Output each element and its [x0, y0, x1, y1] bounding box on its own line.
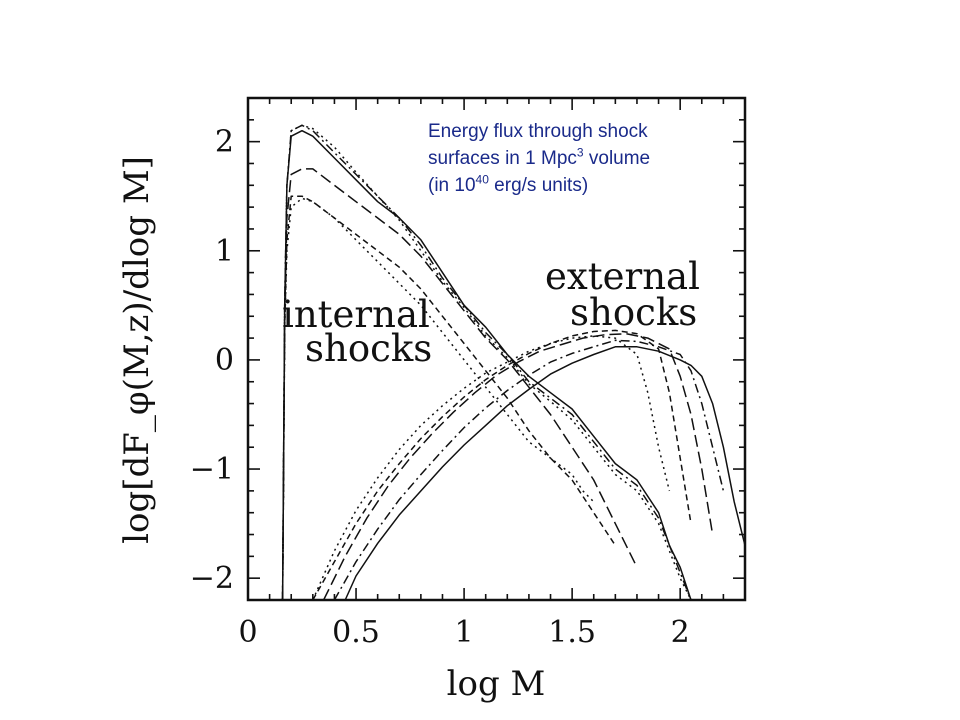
- series-layer: [281, 124, 746, 601]
- y-tick-label: 2: [215, 125, 234, 160]
- series-line-external-1: [344, 346, 746, 601]
- annotation-line-2-rest: volume: [583, 148, 651, 169]
- x-tick-label: 0: [238, 615, 257, 650]
- annotation-line-2-sup: 3: [576, 145, 584, 160]
- external-label-line1: external: [545, 255, 700, 298]
- annotation-line-3: (in 1040 erg/s units): [428, 172, 650, 199]
- series-line-internal-3: [281, 124, 692, 601]
- annotation-line-3-rest: erg/s units): [488, 175, 589, 196]
- internal-label-line1: internal: [282, 293, 430, 336]
- y-tick-label: 1: [215, 234, 234, 269]
- annotation-line-2: surfaces in 1 Mpc3 volume: [428, 145, 650, 172]
- energy-flux-annotation: Energy flux through shock surfaces in 1 …: [428, 118, 650, 199]
- x-tick-label: 1.5: [548, 615, 596, 650]
- x-axis-title: log M: [447, 664, 546, 704]
- series-line-external-2: [333, 339, 725, 601]
- annotation-line-1: Energy flux through shock: [428, 121, 648, 142]
- series-line-external-3: [322, 332, 714, 601]
- annotation-line-2-text: surfaces in 1 Mpc: [428, 148, 577, 169]
- y-tick-label: −1: [190, 452, 234, 487]
- plot-frame: [246, 96, 747, 602]
- axis-ticks: [247, 97, 746, 601]
- plot-area: 0 0.5 1 1.5 2 −2 −1 0 1 2 internal shocks extern…: [117, 96, 747, 704]
- y-axis-title: log[dF_φ(M,z)/dlog M]: [117, 156, 157, 544]
- y-tick-label: −2: [190, 561, 234, 596]
- annotation-line-3-text: (in 10: [428, 175, 476, 196]
- series-line-internal-5: [281, 195, 616, 601]
- series-line-internal-6: [281, 197, 595, 601]
- series-line-external-4: [312, 329, 692, 601]
- y-tick-label: 0: [215, 343, 234, 378]
- x-tick-label: 1: [455, 615, 474, 650]
- internal-label-line2: shocks: [305, 327, 432, 370]
- x-tick-label: 2: [671, 615, 690, 650]
- y-tick-labels: −2 −1 0 1 2: [190, 125, 234, 597]
- series-line-internal-4: [281, 168, 638, 601]
- annotation-line-3-sup: 40: [475, 172, 489, 187]
- x-tick-label: 0.5: [332, 615, 380, 650]
- series-line-external-5: [312, 335, 671, 601]
- x-tick-labels: 0 0.5 1 1.5 2: [238, 615, 689, 650]
- external-label-line2: shocks: [570, 291, 697, 334]
